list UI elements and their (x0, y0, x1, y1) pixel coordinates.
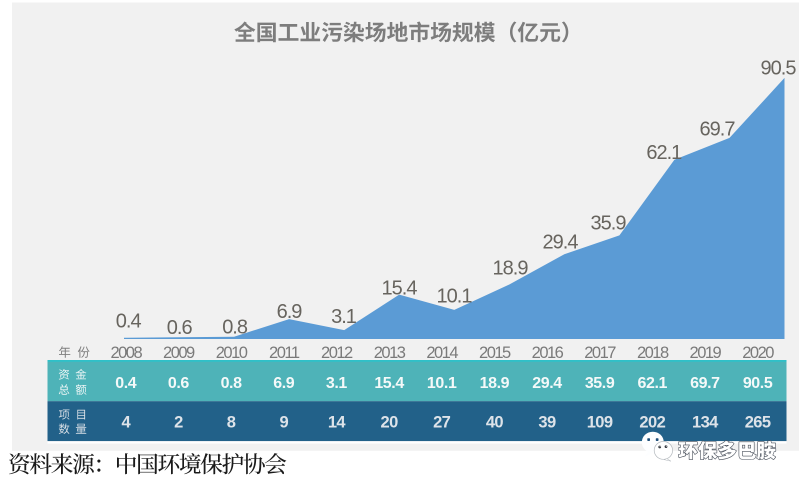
svg-text:4: 4 (122, 414, 132, 432)
svg-text:2015: 2015 (479, 344, 511, 362)
svg-text:0.6: 0.6 (168, 375, 190, 392)
svg-text:2014: 2014 (426, 344, 458, 362)
svg-text:69.7: 69.7 (690, 375, 720, 392)
svg-text:265: 265 (745, 414, 771, 432)
svg-text:2013: 2013 (374, 344, 406, 362)
svg-text:18.9: 18.9 (480, 375, 510, 392)
svg-text:6.9: 6.9 (277, 301, 303, 323)
svg-text:2020: 2020 (742, 344, 774, 362)
svg-text:0.6: 0.6 (167, 317, 193, 339)
svg-text:35.9: 35.9 (591, 212, 627, 234)
svg-text:18.9: 18.9 (493, 257, 529, 279)
svg-text:10.1: 10.1 (427, 375, 457, 392)
svg-text:0.8: 0.8 (222, 316, 248, 338)
svg-text:2009: 2009 (163, 344, 195, 362)
svg-text:2: 2 (174, 414, 183, 432)
svg-text:109: 109 (587, 414, 613, 432)
svg-text:2018: 2018 (637, 344, 669, 362)
svg-text:2016: 2016 (532, 344, 564, 362)
svg-text:2011: 2011 (269, 344, 300, 362)
svg-text:134: 134 (692, 414, 719, 432)
svg-text:40: 40 (486, 414, 504, 432)
svg-text:3.1: 3.1 (326, 375, 348, 392)
svg-text:39: 39 (538, 414, 556, 432)
svg-text:69.7: 69.7 (700, 118, 736, 140)
svg-text:10.1: 10.1 (437, 286, 473, 308)
svg-text:6.9: 6.9 (273, 375, 295, 392)
svg-text:0.8: 0.8 (221, 375, 243, 392)
svg-text:62.1: 62.1 (646, 142, 682, 164)
svg-text:2008: 2008 (110, 344, 142, 362)
svg-text:2017: 2017 (584, 344, 616, 362)
svg-text:2012: 2012 (321, 344, 353, 362)
svg-text:0.4: 0.4 (116, 310, 142, 332)
svg-text:8: 8 (227, 414, 236, 432)
svg-text:0.4: 0.4 (115, 375, 137, 392)
svg-text:90.5: 90.5 (761, 58, 797, 80)
svg-text:15.4: 15.4 (374, 375, 404, 392)
svg-text:27: 27 (433, 414, 451, 432)
svg-text:15.4: 15.4 (382, 278, 418, 300)
svg-text:202: 202 (639, 414, 665, 432)
svg-text:2019: 2019 (690, 344, 722, 362)
svg-text:35.9: 35.9 (585, 375, 615, 392)
svg-text:29.4: 29.4 (543, 231, 579, 253)
svg-text:90.5: 90.5 (743, 375, 773, 392)
svg-text:3.1: 3.1 (331, 306, 357, 328)
svg-text:9: 9 (280, 414, 289, 432)
svg-text:29.4: 29.4 (532, 375, 562, 392)
svg-text:62.1: 62.1 (638, 375, 668, 392)
svg-text:2010: 2010 (216, 344, 248, 362)
svg-text:14: 14 (328, 414, 347, 432)
svg-text:20: 20 (381, 414, 399, 432)
